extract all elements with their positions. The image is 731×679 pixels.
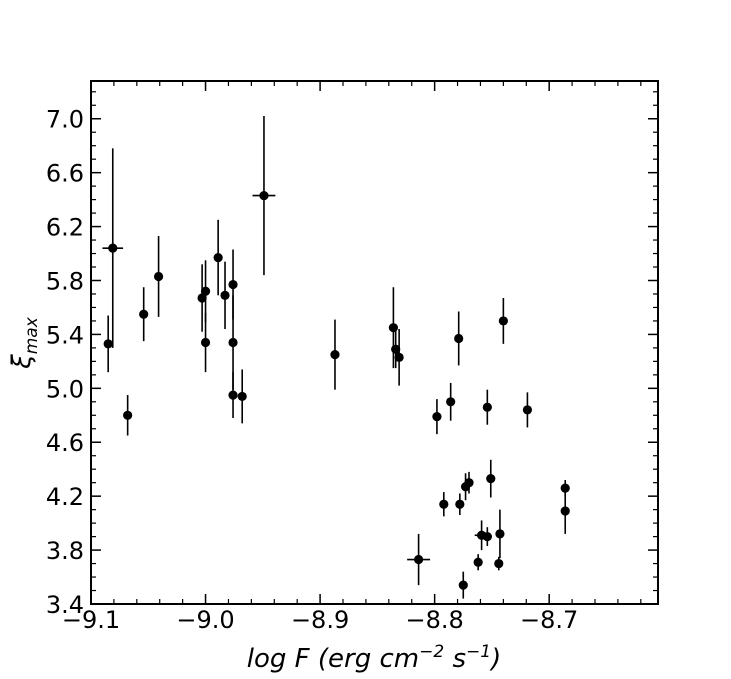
data-point	[228, 390, 238, 400]
y-tick-label: 5.0	[46, 375, 84, 403]
y-axis-title: ξmax	[7, 316, 42, 369]
y-axis-title-sub: max	[22, 316, 42, 354]
y-tick-label: 4.6	[46, 429, 84, 457]
y-axis-title-main: ξ	[7, 354, 37, 370]
data-point	[139, 309, 149, 319]
x-axis-title-end: )	[489, 644, 501, 674]
data-point	[439, 499, 449, 509]
data-point	[494, 558, 504, 569]
x-tick-label: −8.8	[405, 606, 463, 634]
data-point	[454, 333, 464, 344]
data-point	[228, 279, 238, 290]
data-point	[486, 474, 496, 484]
data-point	[394, 352, 404, 362]
x-axis-title-sup2: −1	[466, 642, 491, 662]
data-point	[391, 344, 401, 354]
data-point	[482, 532, 492, 542]
data-point	[495, 529, 505, 539]
x-tick-label: −9.1	[62, 606, 120, 634]
data-point	[153, 271, 164, 282]
data-point	[213, 252, 223, 263]
x-axis-title-mid: s	[444, 644, 466, 674]
data-points	[103, 190, 570, 590]
x-axis-title-sup1: −2	[419, 642, 444, 662]
data-point	[455, 499, 465, 509]
data-point	[220, 290, 230, 300]
data-point	[458, 580, 468, 590]
y-tick-label: 4.2	[46, 483, 84, 511]
data-point	[522, 405, 533, 415]
data-point	[560, 483, 570, 493]
data-point	[560, 506, 570, 516]
y-tick-label: 5.4	[46, 321, 84, 349]
y-tick-label: 6.2	[46, 214, 84, 242]
axis-ticks	[90, 81, 658, 605]
y-tick-label: 7.0	[46, 106, 84, 134]
data-point	[464, 478, 474, 488]
data-point	[498, 316, 508, 326]
data-point	[259, 190, 269, 201]
data-point	[482, 402, 492, 412]
x-tick-label: −8.9	[291, 606, 349, 634]
data-point	[103, 339, 113, 349]
data-point	[473, 557, 483, 567]
data-point	[446, 397, 456, 407]
y-tick-label: 6.6	[46, 160, 84, 188]
data-point	[200, 286, 211, 296]
data-point	[200, 337, 211, 348]
x-axis-title: log F (erg cm−2 s−1)	[247, 642, 501, 674]
data-point	[228, 337, 238, 348]
plot-frame	[90, 80, 659, 605]
data-point	[123, 410, 133, 420]
data-point	[414, 554, 424, 565]
x-tick-label: −9.0	[176, 606, 234, 634]
data-point	[330, 350, 340, 360]
data-point	[108, 243, 118, 253]
x-axis-title-main: log F (erg cm	[247, 644, 419, 674]
y-tick-label: 3.8	[46, 537, 84, 565]
data-point	[432, 412, 442, 422]
y-tick-label: 3.4	[46, 591, 84, 619]
y-tick-label: 5.8	[46, 267, 84, 295]
x-tick-label: −8.7	[520, 606, 578, 634]
data-point	[237, 391, 247, 402]
tick-labels: −9.1 −9.0 −8.9 −8.8 −8.7 3.4 3.8 4.2 4.6 5.0 5.4 5.…	[46, 106, 578, 634]
data-point	[388, 323, 398, 333]
